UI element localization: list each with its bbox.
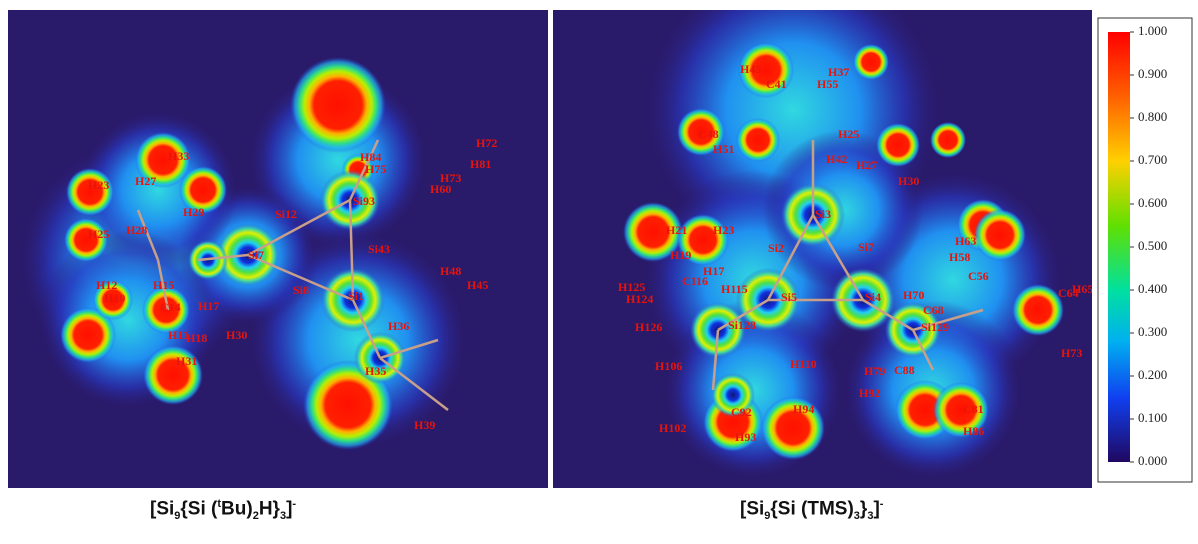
atom-label: H55	[817, 77, 838, 91]
atom-label: Si8	[293, 283, 309, 297]
atom-label: H58	[949, 250, 970, 264]
atom-label: H65	[1072, 282, 1093, 296]
atom-label: Si7	[248, 248, 264, 262]
atom-label: H42	[826, 152, 847, 166]
atom-label: H15	[153, 278, 174, 292]
atom-label: H126	[635, 320, 662, 334]
colorbar-tick-label: 0.900	[1138, 66, 1167, 81]
atom-label: H29	[183, 205, 204, 219]
atom-label: H19	[670, 248, 691, 262]
atom-label: H86	[963, 424, 984, 438]
elf-lobe	[66, 168, 114, 216]
elf-lobe	[930, 122, 966, 158]
atom-label: H110	[790, 357, 817, 371]
atom-label: Si2	[768, 241, 784, 255]
colorbar-tick-label: 0.200	[1138, 367, 1167, 382]
atom-label: H23	[713, 223, 734, 237]
atom-label: H102	[659, 421, 686, 435]
colorbar-tick-label: 0.700	[1138, 152, 1167, 167]
atom-label: Si5	[781, 290, 797, 304]
elf-lobe	[736, 118, 780, 162]
atom-label: H10	[104, 291, 125, 305]
atom-label: H124	[626, 292, 653, 306]
colorbar-tick-label: 0.400	[1138, 281, 1167, 296]
atom-label: C92	[731, 405, 752, 419]
colorbar-tick-label: 0.800	[1138, 109, 1167, 124]
atom-label: H93	[735, 430, 756, 444]
atom-label: Si3	[815, 207, 831, 221]
colorbar-tick-label: 0.100	[1138, 410, 1167, 425]
colorbar-tick-label: 0.000	[1138, 453, 1167, 468]
atom-label: H72	[476, 136, 497, 150]
atom-label: H94	[793, 402, 814, 416]
atom-label: H63	[955, 234, 976, 248]
atom-label: H48	[440, 264, 461, 278]
atom-label: C14	[160, 300, 181, 314]
atom-label: H70	[903, 288, 924, 302]
atom-label: C81	[963, 402, 984, 416]
colorbar-tick-label: 0.600	[1138, 195, 1167, 210]
atom-label: Si12	[275, 207, 297, 221]
atom-label: H27	[856, 158, 877, 172]
atom-label: H30	[226, 328, 247, 342]
atom-label: H84	[360, 150, 381, 164]
elf-lobe	[853, 44, 889, 80]
atom-label: H35	[365, 364, 386, 378]
elf-lobe	[876, 123, 920, 167]
atom-label: C56	[968, 269, 989, 283]
atom-label: H51	[713, 142, 734, 156]
atom-label: C68	[923, 303, 944, 317]
atom-label: H23	[88, 178, 109, 192]
atom-label: Si4	[865, 290, 881, 304]
atom-label: C88	[894, 363, 915, 377]
atom-label: H115	[721, 282, 748, 296]
caption: [Si9{Si (TMS)3}3]-	[740, 498, 883, 522]
atom-label: H25	[88, 227, 109, 241]
atom-label: H45	[467, 278, 488, 292]
atom-label: H33	[168, 149, 189, 163]
atom-label: H106	[655, 359, 682, 373]
atom-label: H81	[470, 157, 491, 171]
atom-label: H92	[859, 386, 880, 400]
caption: [Si9{Si (tBu)2H}3]-	[150, 498, 296, 522]
colorbar-tick-label: 0.500	[1138, 238, 1167, 253]
atom-label: Si128	[728, 318, 756, 332]
atom-label: C116	[682, 274, 708, 288]
atom-label: H17	[198, 299, 219, 313]
atom-label: H28	[126, 223, 147, 237]
atom-label: H30	[898, 174, 919, 188]
atom-label: H18	[186, 331, 207, 345]
atom-label: H12	[96, 278, 117, 292]
atom-label: Si93	[353, 194, 375, 208]
atom-label: H21	[666, 223, 687, 237]
atom-label: H36	[388, 319, 409, 333]
atom-label: H27	[135, 174, 156, 188]
atom-label: H79	[864, 364, 885, 378]
atom-label: C48	[698, 127, 719, 141]
atom-label: H60	[430, 182, 451, 196]
atom-label: Si129	[921, 320, 949, 334]
atom-label: H73	[1061, 346, 1082, 360]
elf-lobe	[1012, 284, 1064, 336]
colorbar	[1108, 32, 1130, 462]
elf-lobe	[974, 209, 1026, 261]
atom-label: C41	[766, 77, 787, 91]
figure: H33H27H23H29H28H25H12H15H10C14H17H11H18H…	[0, 0, 1198, 544]
atom-label: Si43	[368, 242, 390, 256]
atom-label: Si7	[858, 240, 874, 254]
colorbar-tick-label: 1.000	[1138, 23, 1167, 38]
atom-label: H31	[176, 354, 197, 368]
atom-label: H75	[365, 162, 386, 176]
colorbar-tick-label: 0.300	[1138, 324, 1167, 339]
atom-label: H45	[740, 62, 761, 76]
elf-lobe	[290, 57, 386, 153]
atom-label: Si1	[348, 289, 364, 303]
atom-label: H25	[838, 127, 859, 141]
atom-label: H39	[414, 418, 435, 432]
